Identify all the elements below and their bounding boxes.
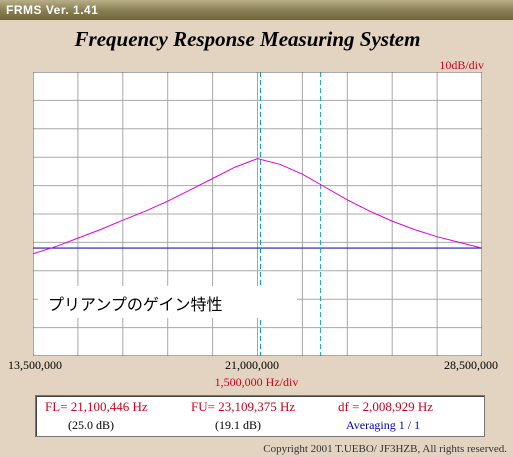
fl-readout: FL= 21,100,446 Hz (45, 399, 148, 414)
df-readout: df = 2,008,929 Hz (338, 399, 434, 414)
x-tick-right: 28,500,000 (444, 358, 498, 372)
fu-readout: FU= 23,109,375 Hz (191, 399, 296, 414)
x-tick-center: 21,000,000 (225, 358, 279, 372)
response-trace (33, 158, 482, 255)
y-scale-label: 10dB/div (439, 58, 484, 72)
window-title: FRMS Ver. 1.41 (6, 3, 99, 17)
copyright: Copyright 2001 T.UEBO/ JF3HZB, All right… (263, 443, 507, 455)
fu-db: (19.1 dB) (215, 418, 261, 432)
plot-grid (33, 72, 482, 356)
overlay-label-box: プリアンプのゲイン特性 (38, 286, 297, 318)
averaging-label: Averaging 1 / 1 (346, 418, 421, 432)
x-tick-left: 13,500,000 (8, 358, 62, 372)
overlay-label: プリアンプのゲイン特性 (48, 295, 223, 314)
title-bar[interactable]: FRMS Ver. 1.41 (0, 0, 513, 20)
x-scale-label: 1,500,000 Hz/div (214, 375, 299, 389)
readout-panel: FL= 21,100,446 Hz FU= 23,109,375 Hz df =… (35, 395, 485, 437)
fl-db: (25.0 dB) (68, 418, 114, 432)
page-title: Frequency Response Measuring System (74, 27, 421, 51)
